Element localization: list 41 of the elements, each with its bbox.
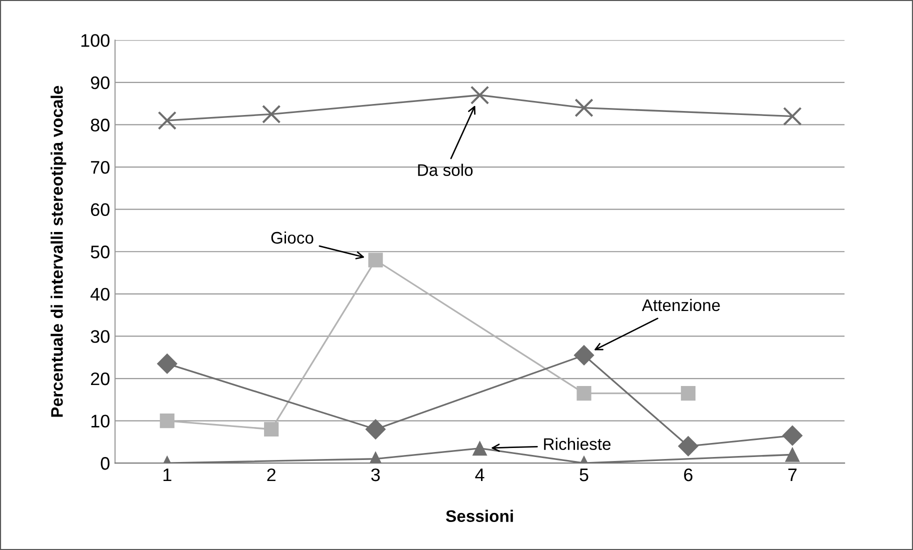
series-label: Richieste <box>544 438 611 450</box>
point <box>262 104 281 124</box>
x-tick-label: 5 <box>580 468 588 482</box>
point <box>678 436 698 456</box>
point <box>264 422 279 437</box>
point <box>156 354 178 374</box>
point <box>785 447 800 462</box>
point <box>158 111 177 130</box>
x-axis-title: Sessioni <box>446 510 513 522</box>
text: Gioco <box>271 231 314 244</box>
point <box>368 252 383 268</box>
y-tick-label: 70 <box>91 160 110 174</box>
y-tick-label: 30 <box>90 330 110 343</box>
x-tick-label: 7 <box>788 468 797 482</box>
text: Attenzione <box>642 298 720 312</box>
y-tick-label: 60 <box>91 203 110 216</box>
y-tick-label: 50 <box>90 246 110 258</box>
point <box>680 386 696 401</box>
x-tick-label: 3 <box>371 468 380 482</box>
point <box>472 441 488 456</box>
y-tick-label: 90 <box>90 76 110 90</box>
point <box>783 106 802 126</box>
point <box>574 345 594 366</box>
x-tick-label: 2 <box>267 468 276 482</box>
y-tick-label: 20 <box>91 372 110 386</box>
y-tick-label: 100 <box>81 34 110 47</box>
text: Da solo <box>418 164 473 176</box>
y-tick-label: 0 <box>100 457 110 470</box>
x-tick-label: 6 <box>684 468 692 482</box>
y-axis-title: Percentuale di intervalli stereotipia vocale <box>50 86 66 417</box>
point <box>160 414 174 428</box>
point <box>574 98 594 118</box>
y-tick-label: 40 <box>90 288 110 301</box>
x-tick-label: 1 <box>164 468 172 482</box>
x-tick-label: 4 <box>475 468 484 482</box>
point <box>365 419 386 440</box>
point <box>576 386 592 401</box>
y-tick-label: 80 <box>90 118 110 132</box>
point <box>470 86 490 105</box>
y-tick-label: 10 <box>91 414 110 428</box>
point <box>782 425 803 446</box>
